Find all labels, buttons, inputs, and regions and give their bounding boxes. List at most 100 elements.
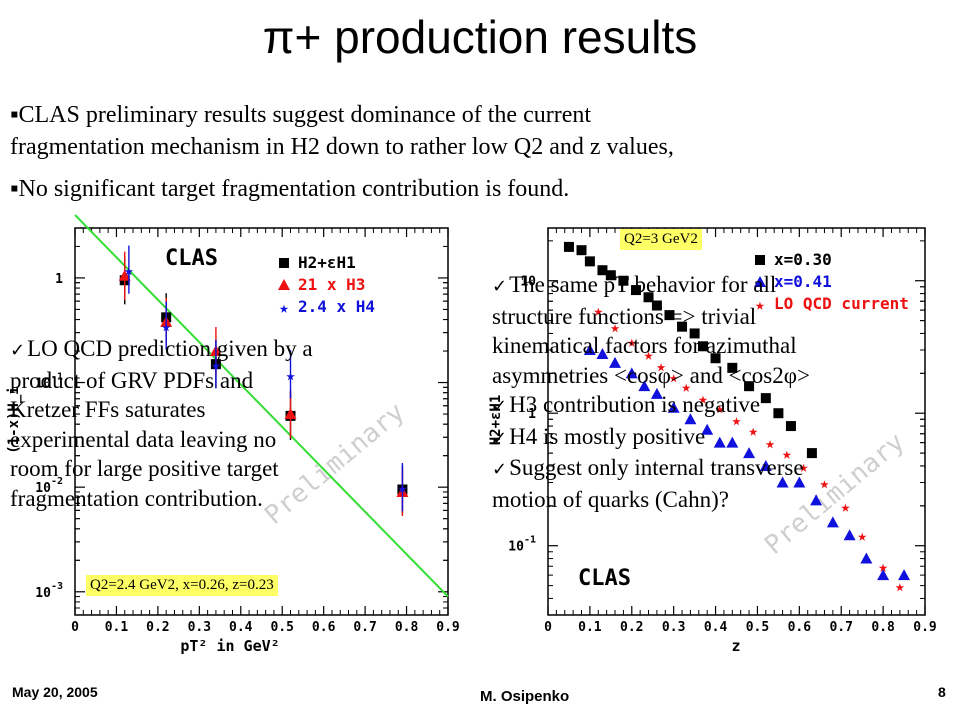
plot-frame: [547, 227, 926, 616]
clas-logo-text: CLAS: [578, 566, 631, 591]
data-point: [618, 275, 629, 286]
x-tick-label: 0.1: [105, 620, 129, 635]
data-point: [684, 413, 697, 425]
data-point: ★: [124, 261, 134, 280]
x-tick-label: 0.7: [829, 620, 852, 635]
legend-marker: [755, 255, 765, 265]
lo-qcd-fit-line: [74, 214, 449, 598]
clas-logo-text: CLAS: [165, 246, 218, 271]
right-note-line-3: kinematical factors for azimuthal: [492, 333, 797, 358]
check-icon: ✓: [10, 340, 26, 361]
footer-author: M. Osipenko: [480, 688, 570, 705]
left-kinematics-tag: Q2=2.4 GeV2, x=0.26, z=0.23: [86, 575, 278, 596]
left-note-line-1: ✓LO QCD prediction given by a: [10, 336, 313, 361]
footer-date: May 20, 2005: [12, 684, 98, 700]
series-2: ★ ★ ★ ★ ★: [124, 245, 408, 512]
x-tick-label: 0.1: [578, 620, 602, 635]
data-point: ★: [820, 474, 830, 493]
data-point: ★: [669, 367, 679, 386]
legend-label: LO QCD current: [774, 294, 909, 313]
data-point: [605, 270, 616, 281]
legend-marker: [754, 276, 766, 287]
data-point: [776, 476, 789, 488]
legend-label: x=0.30: [774, 250, 832, 269]
data-point: [793, 476, 806, 488]
bullet-line-2: fragmentation mechanism in H2 down to ra…: [10, 134, 674, 160]
data-point: [713, 436, 726, 448]
plot-frame: [74, 227, 449, 616]
right-note-line-2: structure functions => trivial: [492, 303, 757, 329]
right-note-line-4: asymmetries <cosφ> and <cos2φ>: [492, 362, 810, 388]
data-point: ★: [627, 332, 637, 351]
legend-label: 2.4 x H4: [298, 297, 375, 316]
left-note-line-4: experimental data leaving no: [10, 426, 277, 452]
x-tick-label: 0: [71, 620, 79, 635]
data-point: [563, 241, 574, 252]
y-tick-label: 10-3: [35, 581, 63, 601]
y-tick-label: 1: [55, 272, 63, 287]
data-point: ★: [656, 356, 666, 375]
x-tick-label: 0.6: [788, 620, 812, 635]
legend-label: 21 x H3: [298, 275, 365, 294]
data-point: [773, 408, 784, 419]
bullet-line-1: ▪CLAS preliminary results suggest domina…: [10, 102, 592, 128]
left-note: ✓LO QCD prediction given by a product of…: [10, 334, 313, 513]
data-point: [597, 265, 608, 276]
data-point: [743, 447, 756, 459]
data-point: ★: [715, 399, 725, 418]
data-point: [689, 328, 700, 339]
check-icon: ✓: [492, 396, 508, 417]
data-point: [726, 436, 739, 448]
x-tick-label: 0.3: [188, 620, 211, 635]
data-point: [630, 285, 641, 296]
left-note-line-2: product of GRV PDFs and: [10, 367, 254, 393]
right-kinematics-tag: Q2=3 GeV2: [620, 229, 702, 250]
x-tick-label: 0.8: [871, 620, 895, 635]
data-point: [284, 408, 297, 420]
charts-area: 0 0.1 0.2 0.3 0.4 0.5 0.6 0.7 0.8 0.9 10-3 10-2 10-1…: [6, 214, 937, 655]
right-note-line-6: ✓H4 is mostly positive: [492, 423, 706, 449]
data-point: [576, 245, 587, 256]
data-point: ★: [765, 434, 775, 453]
x-tick-label: 0.5: [270, 620, 293, 635]
data-point: [638, 380, 651, 392]
x-tick-label: 0.2: [620, 620, 643, 635]
data-point: [710, 353, 721, 364]
right-note-line-1: ✓The same pT behavior for all: [492, 272, 777, 297]
legend-marker: ★: [755, 295, 765, 314]
x-tick-label: 0.4: [704, 620, 728, 635]
x-tick-label: 0.7: [353, 620, 376, 635]
left-note-line-5: room for large positive target: [10, 456, 279, 481]
x-axis-label: pT² in GeV²: [180, 637, 279, 655]
data-point: [650, 387, 663, 399]
data-point: [860, 552, 873, 564]
data-point: [677, 321, 688, 332]
data-point: [760, 393, 771, 404]
data-point: ★: [878, 557, 888, 576]
legend-marker: [278, 279, 290, 290]
series-1: [583, 344, 911, 581]
x-tick-label: 0.6: [312, 620, 336, 635]
x-tick-label: 0: [544, 620, 552, 635]
right-note-line-8: motion of quarks (Cahn)?: [492, 486, 729, 512]
data-point: ★: [857, 526, 867, 545]
data-point: ★: [593, 301, 603, 320]
data-point: ★: [748, 421, 758, 440]
data-point: [584, 256, 595, 267]
check-icon: ✓: [492, 427, 508, 449]
y-axis-label: H2+εH1: [488, 395, 504, 446]
legend-marker: ★: [279, 298, 289, 317]
x-tick-label: 0.9: [913, 620, 936, 635]
data-point: ★: [799, 457, 809, 476]
data-point: [898, 569, 911, 581]
data-point: ★: [732, 410, 742, 429]
check-icon: ✓: [492, 276, 508, 297]
data-point: ★: [644, 345, 654, 364]
data-point: ★: [610, 318, 620, 337]
right-note-line-5: ✓H3 contribution is negative: [492, 392, 761, 417]
data-point: [667, 401, 680, 413]
footer-page-number: 8: [938, 684, 946, 700]
data-point: [727, 362, 738, 373]
data-point: ★: [895, 577, 905, 596]
data-point: ★: [782, 444, 792, 463]
